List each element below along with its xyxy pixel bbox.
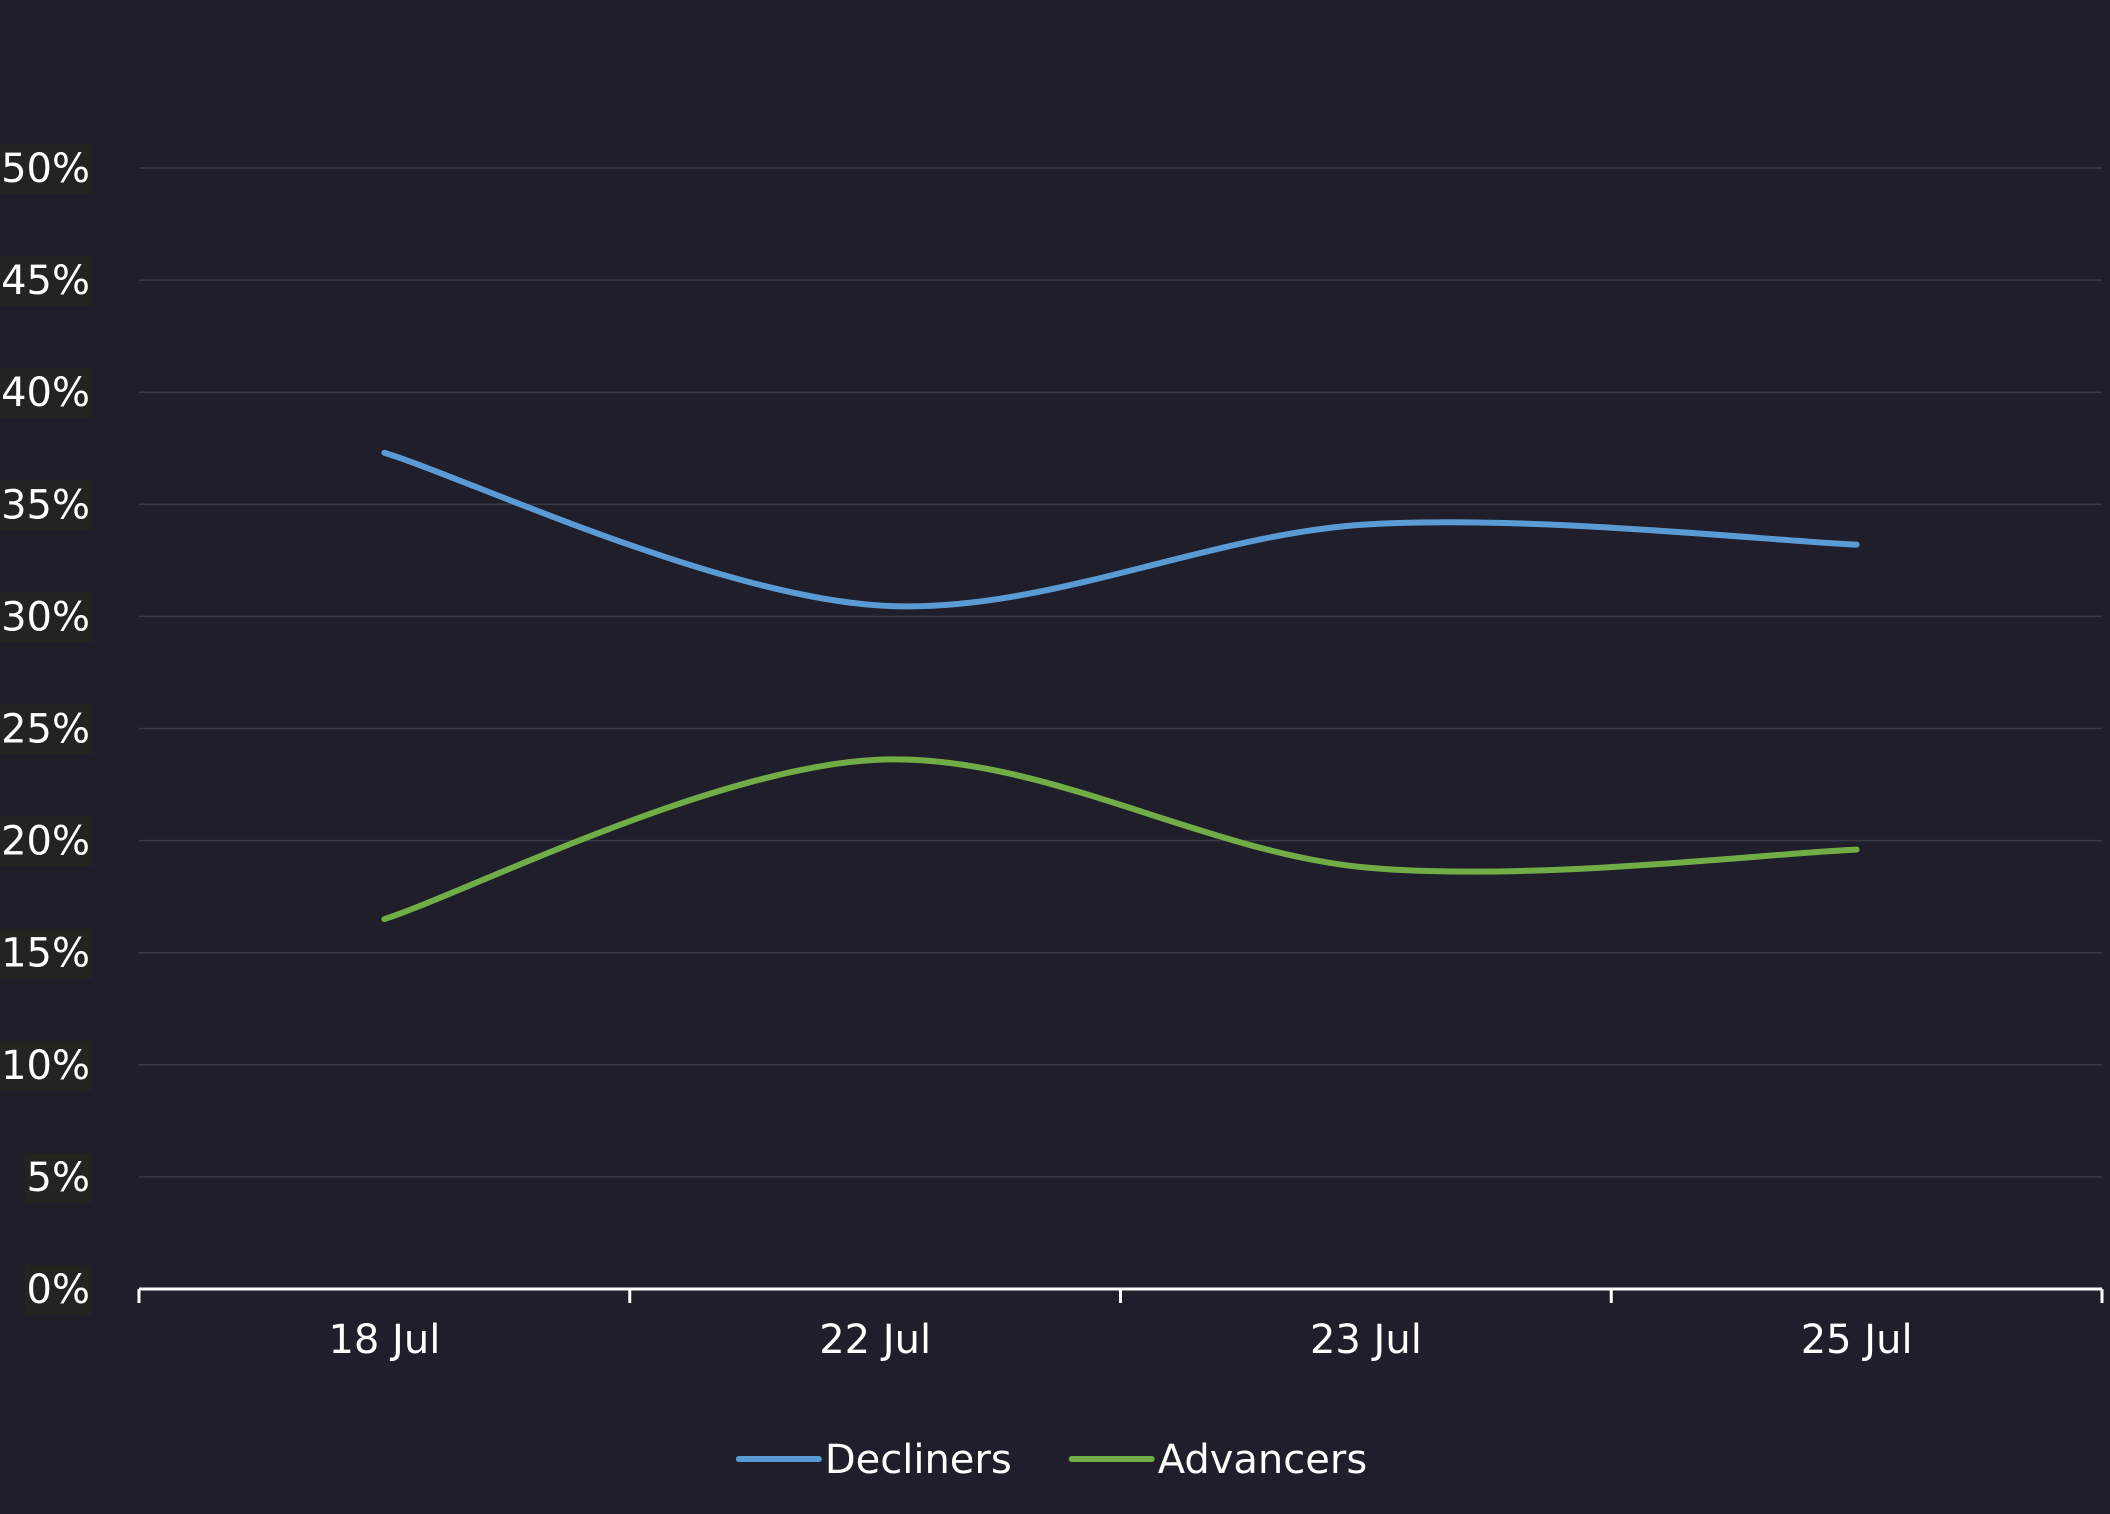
y-tick-label: 0% bbox=[27, 1267, 90, 1313]
legend-label: Advancers bbox=[1158, 1437, 1367, 1483]
y-tick: 0% bbox=[24, 1265, 92, 1315]
x-tick-label: 25 Jul bbox=[1801, 1317, 1913, 1363]
y-tick-label: 20% bbox=[1, 819, 90, 865]
y-tick: 10% bbox=[0, 1040, 92, 1091]
y-tick: 50% bbox=[0, 144, 92, 194]
x-axis: 18 Jul 22 Jul 23 Jul 25 Jul bbox=[137, 1287, 2104, 1363]
y-tick-label-background bbox=[24, 1265, 92, 1315]
y-tick: 30% bbox=[0, 592, 92, 643]
series-lines bbox=[381, 449, 1860, 923]
y-tick-label: 15% bbox=[1, 931, 90, 977]
y-tick-label-background bbox=[0, 816, 92, 867]
y-axis: 0% 5% 10% 15% 20% 25% 30% 35% 40% 45% 50% bbox=[0, 144, 92, 1315]
y-tick: 20% bbox=[0, 816, 92, 867]
y-tick: 15% bbox=[0, 928, 92, 979]
y-tick-label: 40% bbox=[1, 370, 90, 416]
y-tick: 45% bbox=[0, 256, 92, 307]
x-tick-label: 18 Jul bbox=[328, 1317, 440, 1363]
y-tick-label: 50% bbox=[1, 146, 90, 192]
y-tick: 40% bbox=[0, 368, 92, 419]
y-tick: 25% bbox=[0, 704, 92, 755]
y-tick-label: 10% bbox=[1, 1043, 90, 1089]
y-tick-label-background bbox=[0, 480, 92, 531]
y-tick-label: 25% bbox=[1, 707, 90, 753]
y-tick-label-background bbox=[0, 704, 92, 755]
x-tick-label: 22 Jul bbox=[819, 1317, 931, 1363]
y-tick-label: 45% bbox=[1, 258, 90, 304]
y-tick-label-background bbox=[0, 1040, 92, 1091]
y-tick: 5% bbox=[24, 1152, 92, 1203]
gridlines bbox=[139, 167, 2102, 1178]
y-tick-label-background bbox=[0, 592, 92, 643]
y-tick-label: 5% bbox=[27, 1155, 90, 1201]
y-tick: 35% bbox=[0, 480, 92, 531]
y-tick-label: 30% bbox=[1, 594, 90, 640]
series-line-advancers bbox=[381, 756, 1860, 923]
legend-item-decliners[interactable]: Decliners bbox=[735, 1437, 1012, 1483]
legend-label: Decliners bbox=[825, 1437, 1012, 1483]
series-line-decliners bbox=[381, 449, 1860, 610]
x-tick-label: 23 Jul bbox=[1310, 1317, 1422, 1363]
y-tick-label-background bbox=[0, 256, 92, 307]
y-tick-label-background bbox=[0, 368, 92, 419]
legend-item-advancers[interactable]: Advancers bbox=[1068, 1437, 1367, 1483]
y-tick-label-background bbox=[0, 928, 92, 979]
y-tick-label-background bbox=[24, 1152, 92, 1203]
y-tick-label-background bbox=[0, 144, 92, 194]
legend: Decliners Advancers bbox=[735, 1437, 1367, 1483]
y-tick-label: 35% bbox=[1, 482, 90, 528]
